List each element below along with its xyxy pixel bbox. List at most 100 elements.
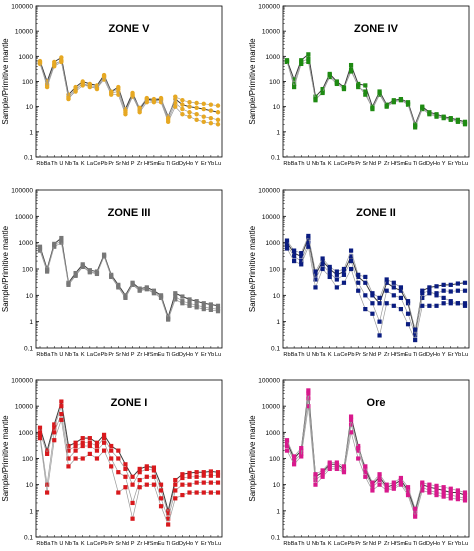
- y-tick-label: 100: [269, 79, 280, 86]
- data-point: [427, 482, 432, 487]
- x-tick-label: Ta: [73, 352, 80, 358]
- data-point: [80, 440, 85, 445]
- data-point: [173, 496, 178, 501]
- y-tick-label: 0.1: [271, 346, 280, 353]
- data-point: [44, 84, 50, 90]
- data-point: [292, 258, 297, 264]
- data-point: [187, 297, 192, 302]
- x-tick-label: Th: [298, 161, 305, 167]
- data-point: [420, 288, 425, 293]
- data-point: [448, 486, 453, 491]
- data-point: [334, 466, 339, 472]
- data-point: [194, 100, 199, 106]
- data-point: [166, 511, 171, 516]
- y-tick-label: 100: [22, 267, 33, 274]
- data-point: [158, 294, 164, 299]
- data-point: [313, 277, 318, 282]
- data-point: [87, 440, 92, 445]
- series-line: [286, 234, 466, 330]
- x-tick-label: Gd: [419, 161, 426, 167]
- x-tick-label: Sm: [150, 541, 159, 547]
- data-point: [101, 253, 107, 258]
- x-tick-label: Yb: [454, 352, 461, 358]
- data-point: [215, 110, 221, 115]
- x-tick-label: Eu: [405, 352, 412, 358]
- data-point: [448, 289, 453, 294]
- data-point: [166, 508, 171, 513]
- x-tick-label: Nb: [312, 541, 319, 547]
- data-point: [151, 465, 157, 470]
- x-tick-label: Ce: [340, 352, 347, 358]
- x-tick-label: Ba: [44, 352, 52, 358]
- x-tick-label: Dy: [179, 352, 186, 358]
- data-point: [80, 443, 85, 449]
- x-tick-label: Ho: [186, 541, 193, 547]
- y-tick-label: 1: [29, 508, 33, 515]
- x-tick-label: K: [81, 161, 85, 167]
- data-point: [370, 311, 375, 316]
- data-point: [455, 301, 460, 306]
- data-point: [173, 100, 178, 106]
- y-tick-label: 1000: [19, 240, 34, 247]
- data-point: [180, 112, 185, 117]
- data-point: [363, 474, 368, 479]
- data-point: [320, 472, 325, 477]
- y-tick-label: 100000: [11, 378, 33, 385]
- data-point: [173, 477, 178, 483]
- data-point: [158, 95, 164, 101]
- x-tick-label: Ce: [93, 161, 100, 167]
- data-point: [420, 105, 425, 110]
- x-tick-label: La: [87, 541, 94, 547]
- data-point: [348, 258, 354, 264]
- x-tick-label: Rb: [283, 161, 290, 167]
- data-point: [66, 95, 71, 101]
- x-tick-label: Th: [298, 541, 305, 547]
- ore-panel: 0.1 1 10 100 1000 10000 100000 Sample/Primitive…: [248, 378, 470, 547]
- data-point: [384, 288, 389, 293]
- data-point: [101, 74, 107, 79]
- x-tick-label: Ta: [320, 541, 327, 547]
- x-tick-label: Y: [442, 352, 446, 358]
- x-tick-label: U: [59, 352, 63, 358]
- data-point: [201, 301, 206, 306]
- data-point: [398, 285, 404, 290]
- data-point: [166, 516, 171, 521]
- data-point: [180, 492, 185, 498]
- data-point: [377, 295, 382, 300]
- x-tick-label: Dy: [179, 541, 186, 547]
- data-point: [109, 89, 114, 95]
- data-point: [180, 106, 185, 112]
- data-point: [284, 438, 290, 443]
- x-tick-label: Y: [195, 161, 199, 167]
- x-tick-label: Gd: [419, 352, 426, 358]
- data-point: [94, 270, 100, 276]
- data-point: [398, 288, 404, 293]
- data-point: [144, 464, 149, 469]
- data-point: [299, 445, 304, 451]
- data-point: [377, 333, 382, 338]
- data-point: [166, 522, 171, 527]
- x-tick-label: Th: [51, 161, 58, 167]
- data-point: [130, 516, 135, 521]
- data-point: [87, 84, 93, 89]
- data-point: [327, 466, 332, 472]
- x-tick-label: Pb: [348, 352, 355, 358]
- x-tick-label: Sr: [116, 352, 122, 358]
- data-point: [284, 246, 290, 251]
- x-tick-label: Sr: [363, 352, 369, 358]
- data-point: [215, 103, 221, 108]
- data-point: [405, 311, 411, 316]
- data-point: [448, 117, 453, 122]
- data-point: [292, 454, 297, 459]
- x-tick-label: Ti: [413, 352, 417, 358]
- data-point: [151, 290, 157, 295]
- data-point: [462, 498, 468, 503]
- data-point: [299, 61, 304, 67]
- y-tick-label: 0.1: [24, 155, 33, 162]
- data-point: [87, 443, 92, 449]
- data-point: [87, 451, 92, 456]
- panel-title: ZONE I: [111, 397, 148, 409]
- x-tick-label: Pb: [101, 352, 108, 358]
- data-point: [398, 97, 404, 102]
- data-point: [327, 464, 332, 469]
